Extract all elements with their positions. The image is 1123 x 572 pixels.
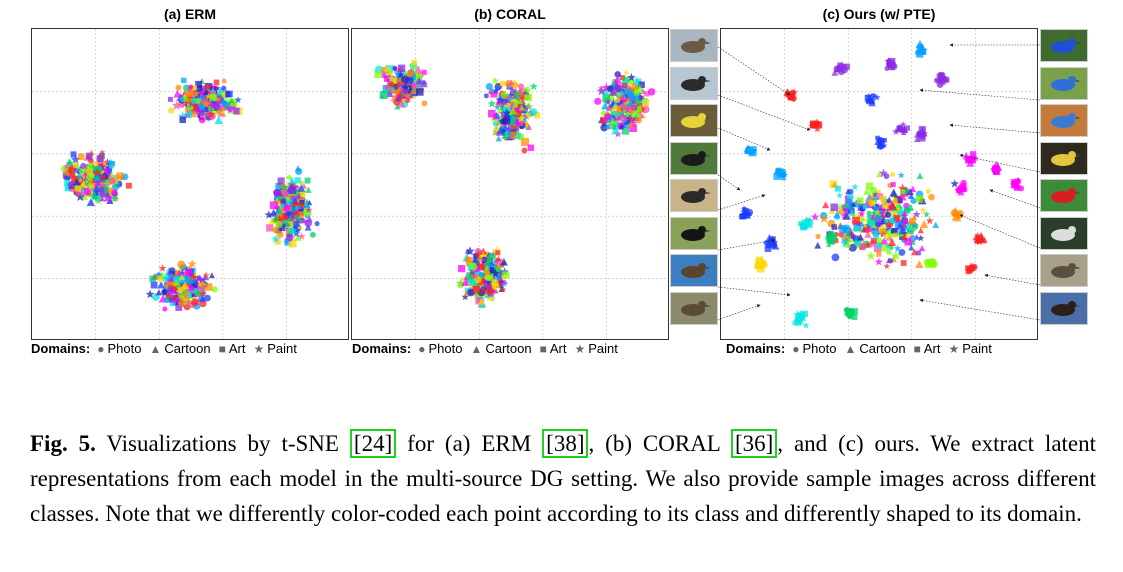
triangle-icon: ▲ <box>844 341 857 356</box>
bird-photo-icon <box>1041 105 1087 136</box>
domain-legend-ours: Domains: ● Photo ▲ Cartoon ■ Art ★ Paint <box>726 341 996 356</box>
domain-legend-erm: Domains: ● Photo ▲ Cartoon ■ Art ★ Paint <box>31 341 301 356</box>
legend-label: Domains: <box>31 341 91 356</box>
legend-label: Domains: <box>352 341 412 356</box>
legend-art: Art <box>228 341 246 356</box>
legend-paint: Paint <box>588 341 618 356</box>
legend-photo: Photo <box>428 341 463 356</box>
legend-photo: Photo <box>802 341 837 356</box>
caption-text-2: for (a) ERM <box>407 431 532 456</box>
sample-image-left-6 <box>670 216 718 250</box>
caption-text-1: Visualizations by t-SNE <box>106 431 339 456</box>
sample-images-left <box>670 28 718 340</box>
bird-photo-icon <box>671 105 717 136</box>
square-icon: ■ <box>913 341 921 356</box>
legend-cartoon: Cartoon <box>485 341 532 356</box>
tsne-scatter-coral <box>352 29 668 339</box>
figure-label: Fig. 5. <box>30 431 96 456</box>
citation-38[interactable]: [38] <box>542 429 589 458</box>
citation-24[interactable]: [24] <box>349 429 397 458</box>
bird-photo-icon <box>671 67 717 99</box>
bird-photo-icon <box>1041 255 1087 286</box>
circle-icon: ● <box>792 341 800 356</box>
caption-text-3: , (b) CORAL <box>588 431 721 456</box>
tsne-plot-coral <box>351 28 669 340</box>
panel-title-coral: (b) CORAL <box>474 6 546 22</box>
sample-image-left-3 <box>670 104 718 137</box>
sample-image-right-7 <box>1040 254 1088 287</box>
domain-legend-coral: Domains: ● Photo ▲ Cartoon ■ Art ★ Paint <box>352 341 622 356</box>
legend-cartoon: Cartoon <box>859 341 906 356</box>
bird-photo-icon <box>671 292 717 324</box>
bird-photo-icon <box>671 180 717 211</box>
sample-image-left-7 <box>670 254 718 287</box>
panel-title-erm: (a) ERM <box>163 6 217 22</box>
panel-title-ours: (c) Ours (w/ PTE) <box>822 6 936 22</box>
tsne-plot-erm <box>31 28 349 340</box>
figure-caption: Fig. 5. Visualizations by t-SNE [24] for… <box>30 426 1096 531</box>
legend-art: Art <box>923 341 941 356</box>
tsne-plot-ours <box>720 28 1038 340</box>
sample-image-right-5 <box>1040 179 1088 212</box>
star-icon: ★ <box>253 341 265 356</box>
legend-label: Domains: <box>726 341 786 356</box>
sample-image-left-8 <box>670 291 718 325</box>
legend-paint: Paint <box>267 341 297 356</box>
legend-cartoon: Cartoon <box>164 341 211 356</box>
bird-photo-icon <box>1041 67 1087 99</box>
bird-photo-icon <box>1041 142 1087 174</box>
triangle-icon: ▲ <box>470 341 483 356</box>
caption-text-4: , and (c) ours. We extract latent repres… <box>30 431 1097 526</box>
legend-paint: Paint <box>962 341 992 356</box>
bird-photo-icon <box>671 255 717 286</box>
sample-image-right-8 <box>1040 291 1088 325</box>
sample-image-left-2 <box>670 66 718 100</box>
legend-art: Art <box>549 341 567 356</box>
bird-photo-icon <box>1041 217 1087 249</box>
bird-photo-icon <box>1041 292 1087 324</box>
citation-36[interactable]: [36] <box>730 429 778 458</box>
star-icon: ★ <box>574 341 586 356</box>
bird-photo-icon <box>671 30 717 61</box>
square-icon: ■ <box>218 341 226 356</box>
sample-image-right-4 <box>1040 141 1088 175</box>
bird-photo-icon <box>671 142 717 174</box>
bird-photo-icon <box>671 217 717 249</box>
tsne-scatter-ours <box>721 29 1037 339</box>
legend-photo: Photo <box>107 341 142 356</box>
tsne-scatter-erm <box>32 29 348 339</box>
circle-icon: ● <box>97 341 105 356</box>
bird-photo-icon <box>1041 180 1087 211</box>
bird-photo-icon <box>1041 30 1087 61</box>
sample-images-right <box>1040 28 1088 340</box>
sample-image-right-2 <box>1040 66 1088 100</box>
sample-image-left-5 <box>670 179 718 212</box>
sample-image-left-1 <box>670 29 718 62</box>
sample-image-right-3 <box>1040 104 1088 137</box>
circle-icon: ● <box>418 341 426 356</box>
star-icon: ★ <box>948 341 960 356</box>
sample-image-left-4 <box>670 141 718 175</box>
sample-image-right-1 <box>1040 29 1088 62</box>
sample-image-right-6 <box>1040 216 1088 250</box>
square-icon: ■ <box>539 341 547 356</box>
triangle-icon: ▲ <box>149 341 162 356</box>
